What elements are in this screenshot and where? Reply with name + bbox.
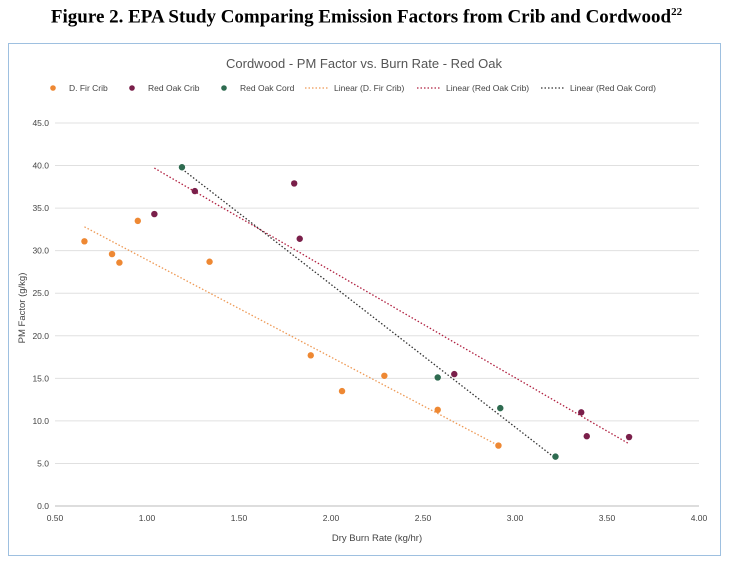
legend-label: Linear (Red Oak Cord): [570, 83, 656, 93]
series-1-point: [296, 235, 303, 242]
series-0-point: [495, 442, 502, 449]
y-tick-label: 30.0: [32, 246, 49, 256]
series-1-point: [191, 187, 199, 195]
figure-caption-text: Figure 2. EPA Study Comparing Emission F…: [50, 6, 672, 28]
x-tick-label: 2.00: [323, 513, 340, 523]
legend-label: Linear (D. Fir Crib): [334, 83, 405, 93]
trendline-0: [84, 226, 499, 447]
series-1-point: [291, 180, 298, 187]
series-0-point: [434, 406, 441, 414]
trendlines: [84, 167, 630, 459]
trendline-2: [181, 168, 556, 459]
y-tick-label: 5.0: [37, 458, 49, 468]
series-0-point: [307, 352, 314, 359]
legend-marker: [221, 85, 227, 91]
y-tick-label: 10.0: [32, 416, 49, 426]
series-1-point: [151, 210, 158, 218]
series-0-point: [206, 258, 213, 265]
x-tick-label: 3.00: [507, 513, 524, 523]
series-0-point: [338, 387, 346, 395]
y-tick-label: 25.0: [32, 288, 49, 298]
series-2-point: [552, 453, 559, 460]
y-axis-title: PM Factor (g/kg): [17, 273, 28, 344]
series-1-point: [583, 433, 590, 440]
x-tick-label: 0.50: [47, 513, 64, 523]
series-1-point: [578, 409, 585, 416]
x-tick-label: 4.00: [691, 513, 708, 523]
footnote-marker: 22: [671, 6, 683, 18]
y-tick-label: 40.0: [32, 161, 49, 171]
trendline-1: [154, 167, 630, 445]
x-tick-label: 2.50: [415, 513, 432, 523]
series-0-point: [108, 250, 116, 258]
legend-label: Red Oak Crib: [148, 83, 200, 93]
y-tick-label: 15.0: [32, 373, 49, 383]
axes: 0.0 5.0 10.0 15.0 20.0 25.0 30.0 35.0 40.0 45.0 0.…: [32, 118, 707, 523]
x-tick-label: 1.50: [231, 513, 248, 523]
pm-factor-chart: Cordwood - PM Factor vs. Burn Rate - Red…: [17, 56, 708, 544]
legend-marker: [129, 85, 135, 91]
series-1-point: [625, 433, 633, 441]
gridlines: [55, 122, 699, 507]
figure-caption: Figure 2. EPA Study Comparing Emission F…: [0, 6, 733, 28]
legend-label: Linear (Red Oak Crib): [446, 83, 529, 93]
y-tick-label: 0.0: [37, 501, 49, 511]
y-tick-label: 35.0: [32, 203, 49, 213]
y-tick-label: 20.0: [32, 331, 49, 341]
series-0-point: [81, 238, 88, 245]
series-2-point: [178, 164, 186, 171]
legend-label: D. Fir Crib: [69, 83, 108, 93]
chart-frame: Cordwood - PM Factor vs. Burn Rate - Red…: [8, 43, 721, 556]
legend-marker: [50, 85, 56, 91]
legend-label: Red Oak Cord: [240, 83, 295, 93]
series-1-point: [451, 370, 458, 378]
x-tick-label: 3.50: [599, 513, 616, 523]
chart-legend: D. Fir Crib Red Oak Crib Red Oak Cord Linea…: [50, 83, 656, 93]
y-tick-label: 45.0: [32, 118, 49, 128]
series-0-point: [381, 372, 388, 379]
series-0-point: [116, 259, 123, 266]
series-0-point: [134, 217, 141, 225]
x-axis-title: Dry Burn Rate (kg/hr): [332, 533, 422, 544]
series-2-point: [434, 374, 441, 381]
data-points: [81, 164, 633, 460]
x-tick-label: 1.00: [139, 513, 156, 523]
chart-title: Cordwood - PM Factor vs. Burn Rate - Red…: [226, 56, 502, 71]
series-2-point: [497, 404, 504, 412]
